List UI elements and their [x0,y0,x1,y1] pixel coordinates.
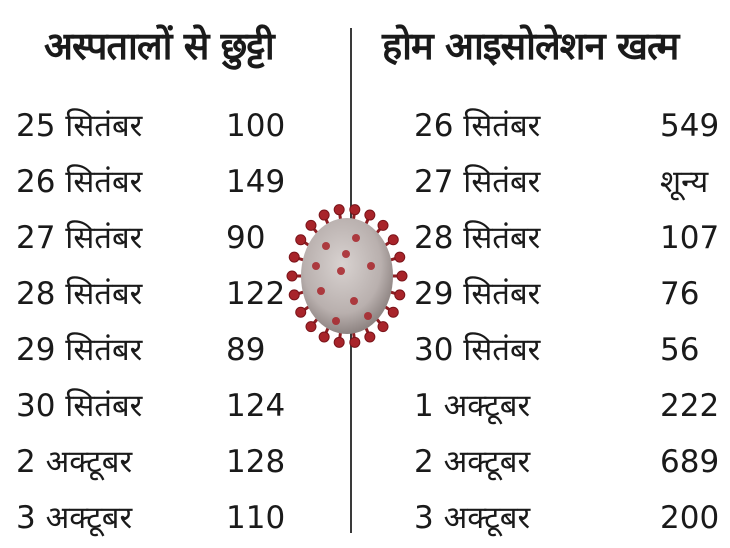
row-date: 26 सितंबर [414,108,541,144]
row-value: 549 [660,108,720,144]
row-date: 1 अक्टूबर [414,388,531,424]
row-value: 222 [660,388,720,424]
home-isolation-panel: होम आइसोलेशन खत्म 26 सितंबर 549 27 सितंबर… [352,0,730,548]
hospital-discharge-title: अस्पतालों से छुट्टी [44,24,275,68]
row-value: 689 [660,444,720,480]
row-date: 27 सितंबर [16,220,143,256]
row-value: 122 [226,276,286,312]
row-value: 90 [226,220,266,256]
row-value: 76 [660,276,700,312]
row-date: 26 सितंबर [16,164,143,200]
row-value: 200 [660,500,720,536]
row-value: 124 [226,388,286,424]
row-date: 3 अक्टूबर [16,500,133,536]
row-value: शून्य [660,164,709,200]
row-value: 100 [226,108,286,144]
coronavirus-icon [286,204,408,348]
row-value: 110 [226,500,286,536]
row-date: 2 अक्टूबर [16,444,133,480]
row-date: 28 सितंबर [414,220,541,256]
row-date: 27 सितंबर [414,164,541,200]
row-date: 29 सितंबर [16,332,143,368]
row-value: 149 [226,164,286,200]
row-date: 29 सितंबर [414,276,541,312]
row-date: 2 अक्टूबर [414,444,531,480]
row-date: 3 अक्टूबर [414,500,531,536]
row-date: 28 सितंबर [16,276,143,312]
hospital-discharge-panel: अस्पतालों से छुट्टी 25 सितंबर 100 26 सितं… [0,0,350,548]
row-date: 25 सितंबर [16,108,143,144]
row-date: 30 सितंबर [16,388,143,424]
home-isolation-title: होम आइसोलेशन खत्म [382,24,679,68]
row-date: 30 सितंबर [414,332,541,368]
row-value: 107 [660,220,720,256]
row-value: 128 [226,444,286,480]
row-value: 56 [660,332,700,368]
row-value: 89 [226,332,266,368]
